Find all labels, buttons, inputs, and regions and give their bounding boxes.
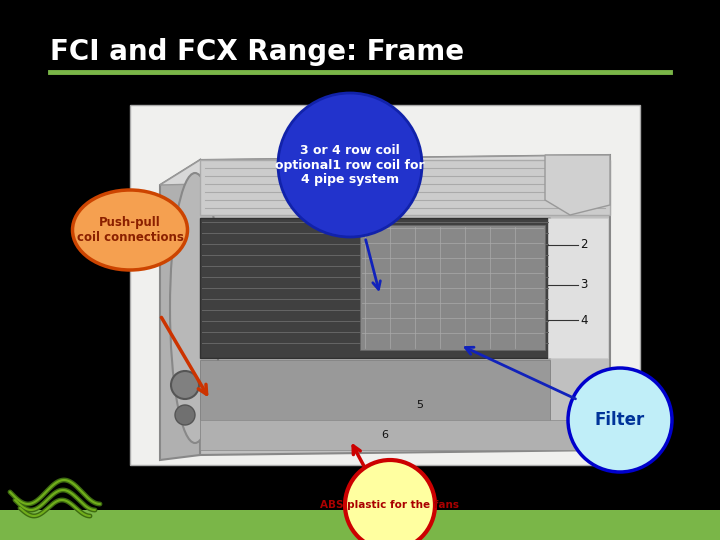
Text: 4: 4: [580, 314, 588, 327]
FancyBboxPatch shape: [130, 105, 640, 465]
Ellipse shape: [170, 173, 220, 443]
Text: Push-pull
coil connections: Push-pull coil connections: [76, 216, 184, 244]
Text: 3: 3: [580, 279, 588, 292]
Circle shape: [278, 93, 422, 237]
Polygon shape: [200, 155, 610, 455]
Circle shape: [171, 371, 199, 399]
Text: 2: 2: [580, 239, 588, 252]
FancyBboxPatch shape: [200, 420, 610, 450]
Polygon shape: [545, 155, 610, 215]
Polygon shape: [160, 155, 610, 185]
FancyBboxPatch shape: [360, 225, 545, 350]
FancyBboxPatch shape: [548, 218, 608, 358]
Text: 5: 5: [416, 400, 423, 410]
FancyBboxPatch shape: [0, 510, 720, 540]
Text: 6: 6: [382, 430, 389, 440]
Circle shape: [568, 368, 672, 472]
Polygon shape: [160, 160, 200, 460]
Text: ABS plastic for the fans: ABS plastic for the fans: [320, 500, 459, 510]
FancyBboxPatch shape: [200, 218, 550, 358]
FancyBboxPatch shape: [200, 160, 610, 215]
Circle shape: [175, 405, 195, 425]
Text: Filter: Filter: [595, 411, 645, 429]
FancyBboxPatch shape: [200, 360, 550, 440]
Text: 3 or 4 row coil
optional1 row coil for
4 pipe system: 3 or 4 row coil optional1 row coil for 4…: [275, 144, 425, 186]
Ellipse shape: [73, 190, 187, 270]
Text: FCI and FCX Range: Frame: FCI and FCX Range: Frame: [50, 38, 464, 66]
Circle shape: [345, 460, 435, 540]
